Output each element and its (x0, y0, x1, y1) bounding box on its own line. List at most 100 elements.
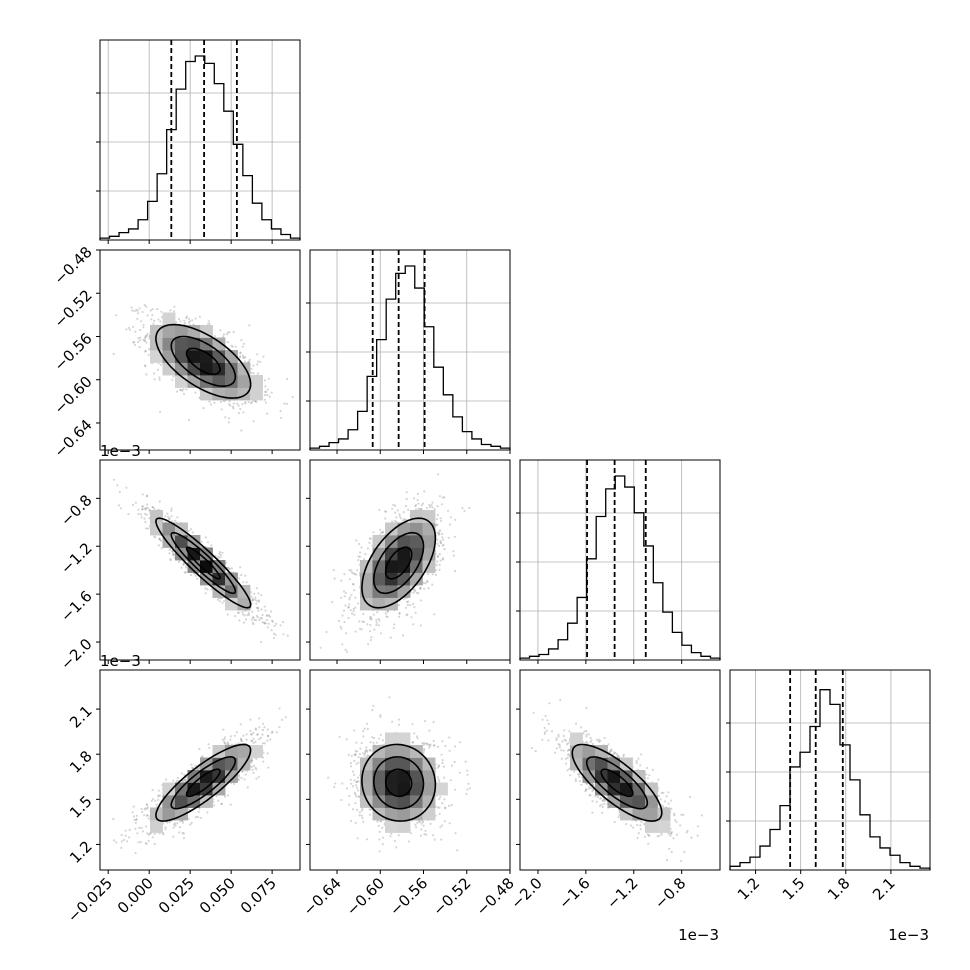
sample-point (437, 532, 440, 536)
sample-point (132, 325, 135, 328)
hist-step-1 (309, 265, 511, 450)
sample-point (360, 546, 363, 549)
sample-point (252, 741, 255, 745)
density-cell (372, 535, 386, 548)
sample-point (117, 504, 120, 507)
density-cell (410, 547, 423, 561)
sample-point (340, 596, 343, 599)
sample-point (250, 401, 253, 404)
sample-point (252, 771, 255, 775)
sample-point (190, 574, 193, 577)
sample-point (139, 513, 142, 516)
sample-point (174, 519, 177, 522)
sample-point (204, 536, 207, 539)
sample-point (147, 348, 151, 351)
sample-point (247, 611, 251, 614)
sample-point (237, 611, 240, 614)
sample-point (257, 592, 260, 595)
sample-point (375, 621, 378, 624)
panel-frame (99, 249, 301, 451)
sample-point (137, 341, 140, 344)
sample-point (339, 625, 342, 628)
sample-point (187, 317, 190, 321)
density-cell (225, 350, 238, 363)
sample-point (151, 506, 154, 509)
sample-point (145, 334, 148, 337)
sample-point (234, 345, 237, 348)
density-cell (397, 560, 411, 573)
sample-point (187, 529, 190, 532)
sample-point (160, 547, 163, 550)
sample-point (368, 541, 371, 545)
sample-point (255, 777, 258, 780)
sample-point (182, 563, 185, 566)
sample-point (245, 618, 248, 621)
sample-point (384, 517, 387, 520)
sample-point (441, 496, 444, 499)
sample-point (128, 828, 131, 832)
sample-point (137, 508, 140, 511)
sample-point (228, 400, 231, 403)
sample-point (279, 624, 282, 627)
sample-point (141, 493, 144, 496)
sample-point (153, 378, 156, 381)
sample-point (139, 840, 142, 844)
sample-point (241, 610, 244, 614)
sample-point (173, 305, 176, 308)
sample-point (144, 334, 147, 337)
sample-point (158, 500, 161, 503)
sample-point (370, 618, 373, 621)
sample-point (412, 623, 415, 626)
sample-point (375, 623, 378, 627)
sample-point (266, 388, 269, 391)
sample-point (452, 550, 455, 553)
sample-point (244, 574, 247, 577)
sample-point (350, 571, 354, 574)
sample-point (453, 535, 456, 538)
sample-point (267, 614, 271, 617)
sample-point (240, 739, 243, 742)
sample-point (402, 634, 405, 637)
sample-point (263, 398, 266, 401)
sample-point (361, 620, 364, 623)
sample-point (233, 782, 236, 786)
sample-point (196, 577, 199, 580)
sample-point (386, 615, 389, 619)
density-cell (410, 572, 423, 586)
sample-point (145, 373, 148, 376)
sample-point (171, 549, 174, 553)
sample-point (144, 364, 147, 367)
density-cell (237, 375, 251, 388)
sample-point (239, 355, 242, 358)
sample-point (255, 602, 258, 605)
sample-point (438, 568, 441, 572)
sample-point (403, 518, 406, 521)
sample-point (179, 320, 182, 323)
sample-point (389, 636, 392, 639)
sample-point (251, 597, 255, 601)
sample-point (145, 507, 148, 510)
sample-point (239, 352, 242, 355)
sample-point (270, 629, 273, 632)
sample-point (267, 377, 270, 380)
sample-point (255, 768, 258, 771)
density-cell (200, 350, 213, 363)
sample-point (112, 478, 115, 481)
sample-point (280, 416, 283, 420)
sample-point (340, 627, 343, 630)
hist-panel-0 (96, 39, 301, 244)
sample-point (156, 308, 159, 311)
sample-point (152, 322, 155, 325)
sample-point (258, 738, 261, 741)
sample-point (262, 722, 265, 725)
sample-point (218, 552, 221, 556)
sample-point (251, 599, 254, 602)
sample-point (255, 599, 258, 602)
sample-point (404, 504, 407, 508)
sample-point (355, 539, 358, 542)
sample-point (160, 539, 163, 542)
sample-point (252, 623, 255, 626)
sample-point (353, 572, 356, 576)
sample-point (239, 566, 242, 569)
sample-point (263, 605, 266, 608)
